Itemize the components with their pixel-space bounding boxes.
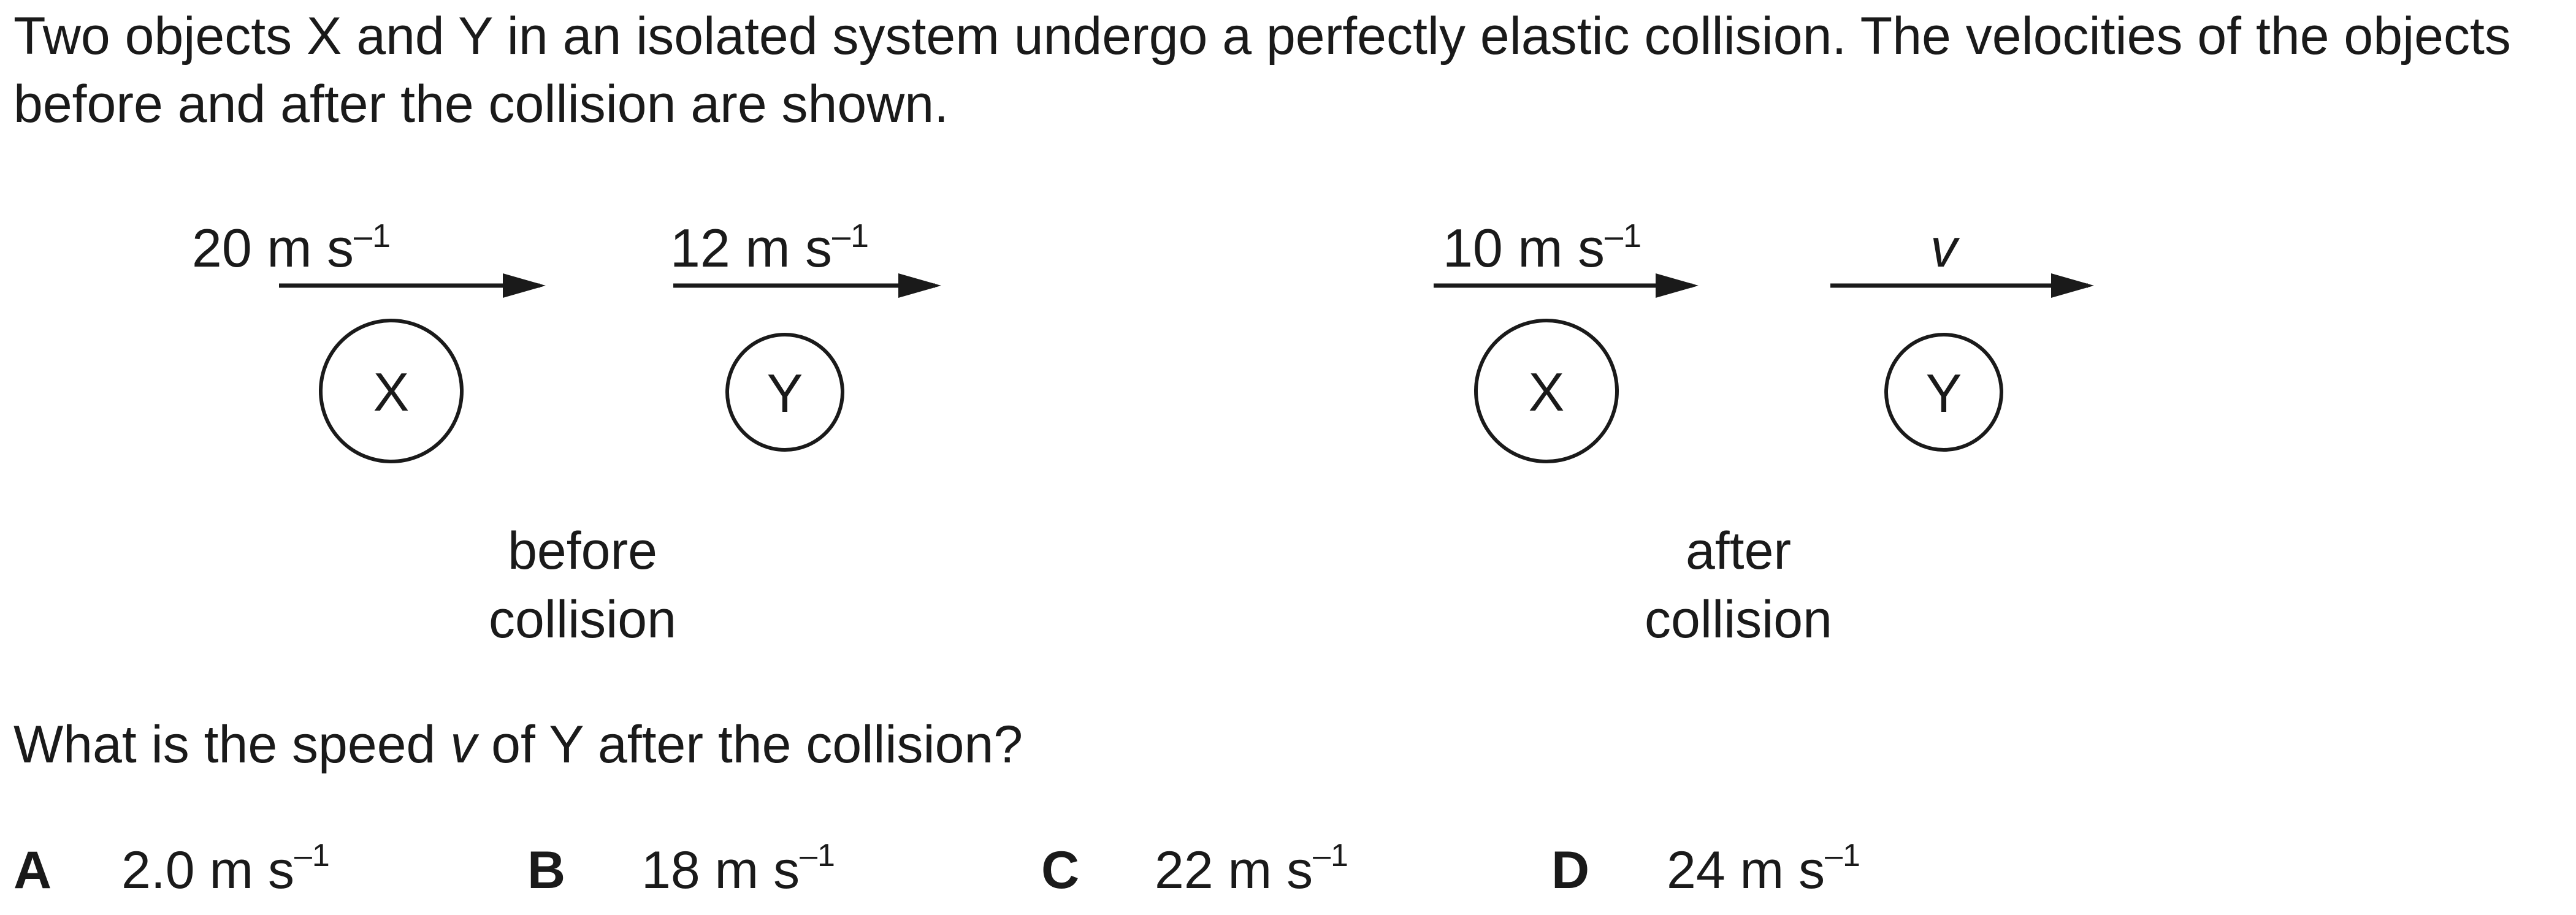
- after-y-velocity-label: v: [1930, 218, 1960, 278]
- object-y-after: [1884, 333, 2003, 452]
- after-caption-line1: after: [1686, 522, 1791, 580]
- after-y-group: v Y: [1830, 218, 2094, 452]
- answer-options: A 2.0 m s–1 B 18 m s–1 C 22 m s–1 D 24 m…: [0, 837, 2576, 910]
- before-y-arrowhead: [898, 273, 941, 298]
- before-caption-line2: collision: [489, 590, 676, 649]
- object-x-before: [319, 319, 464, 463]
- after-y-arrowhead: [2051, 273, 2094, 298]
- before-x-group: 20 m s–1 X: [192, 218, 546, 463]
- object-x-after-label: X: [1529, 362, 1565, 422]
- before-y-group: 12 m s–1 Y: [670, 218, 941, 452]
- after-caption-line2: collision: [1645, 590, 1832, 649]
- after-x-group: 10 m s–1 X: [1434, 218, 1699, 463]
- object-y-before: [725, 333, 844, 452]
- object-x-before-label: X: [373, 362, 410, 422]
- option-d[interactable]: D 24 m s–1: [1551, 837, 1860, 904]
- before-x-arrowhead: [503, 273, 546, 298]
- option-c-letter: C: [1041, 841, 1080, 900]
- question-prompt-variable: v: [450, 715, 477, 774]
- question-prompt: What is the speed v of Y after the colli…: [13, 711, 1023, 778]
- option-d-value: 24 m s–1: [1667, 838, 1860, 900]
- before-caption-line1: before: [508, 522, 657, 580]
- option-d-letter: D: [1551, 841, 1590, 900]
- question-prompt-before: What is the speed: [13, 715, 451, 774]
- option-b-letter: B: [527, 841, 566, 900]
- option-a-value: 2.0 m s–1: [121, 838, 330, 900]
- object-y-after-label: Y: [1926, 363, 1962, 423]
- option-c[interactable]: C 22 m s–1: [1041, 837, 1348, 904]
- question-prompt-after: of Y after the collision?: [476, 715, 1023, 774]
- object-x-after: [1474, 319, 1619, 463]
- question-intro: Two objects X and Y in an isolated syste…: [13, 7, 2511, 134]
- before-x-velocity-label: 20 m s–1: [192, 218, 391, 278]
- option-a-letter: A: [13, 841, 52, 900]
- after-x-arrowhead: [1656, 273, 1699, 298]
- after-x-velocity-label: 10 m s–1: [1443, 218, 1642, 278]
- option-b[interactable]: B 18 m s–1: [527, 837, 835, 904]
- option-a[interactable]: A 2.0 m s–1: [13, 837, 330, 904]
- object-y-before-label: Y: [767, 363, 803, 423]
- option-c-value: 22 m s–1: [1155, 838, 1348, 900]
- option-b-value: 18 m s–1: [641, 838, 835, 900]
- before-y-velocity-label: 12 m s–1: [670, 218, 869, 278]
